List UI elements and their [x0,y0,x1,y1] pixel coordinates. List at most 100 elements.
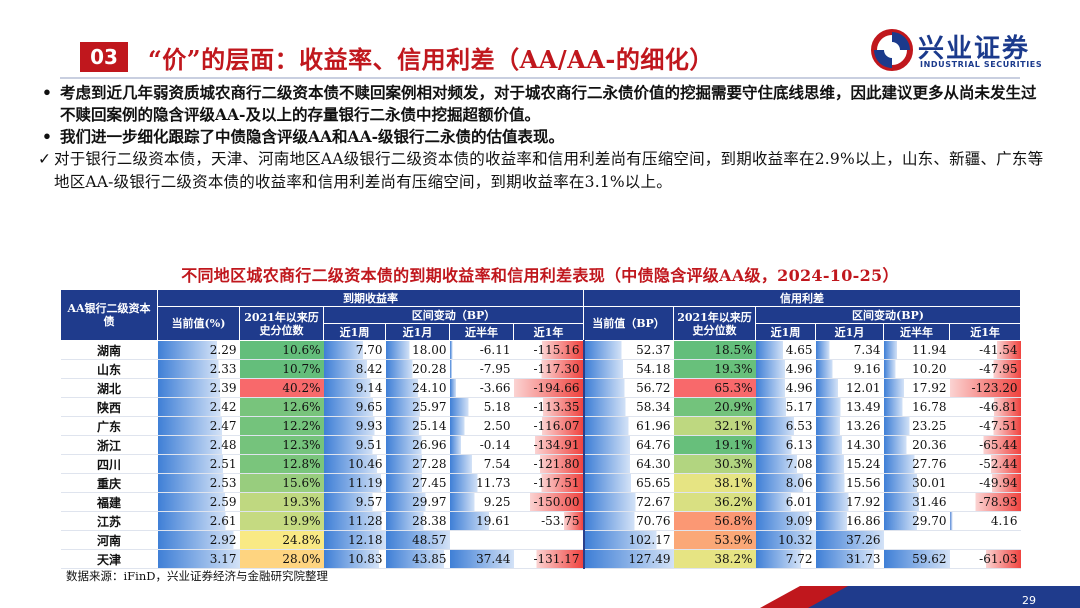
cell-spread-1w: 4.96 [755,378,816,398]
cell-ytm-1m: 29.97 [385,492,450,512]
table-row: 山东 2.33 10.7% 8.42 20.28 -7.95 -117.30 54.18 19.… [60,359,1021,379]
cell-spread-1w: 6.53 [755,416,816,436]
cell-spread-1y [949,530,1021,550]
col-header-1m: 近1月 [385,323,450,341]
yield-spread-table: AA银行二级资本债 到期收益率 信用利差 当前值(%) 2021年以来历史分位数… [60,289,1022,569]
cell-ytm-6m: 37.44 [449,549,514,569]
cell-ytm-1m: 18.00 [385,340,450,360]
cell-spread-1m: 13.26 [815,416,884,436]
cell-spread-1w: 7.08 [755,454,816,474]
cell-spread-6m: 59.62 [883,549,950,569]
row-region-label: 江苏 [60,511,158,531]
cell-spread-1m: 9.16 [815,359,884,379]
cell-spread-1w: 7.72 [755,549,816,569]
cell-spread-6m: 20.36 [883,435,950,455]
cell-spread-6m: 27.76 [883,454,950,474]
cell-spread-1y: -41.54 [949,340,1021,360]
cell-ytm-1w: 9.93 [323,416,386,436]
cell-ytm-6m: -3.66 [449,378,514,398]
cell-ytm-current: 2.59 [157,492,240,512]
cell-spread-1y: -52.44 [949,454,1021,474]
footer-decoration [760,586,1080,608]
cell-ytm-1m: 27.28 [385,454,450,474]
cell-spread-6m: 31.46 [883,492,950,512]
table-corner-header: AA银行二级资本债 [60,289,158,341]
cell-ytm-percentile: 40.2% [239,378,324,398]
cell-ytm-1m: 26.96 [385,435,450,455]
cell-ytm-1w: 10.46 [323,454,386,474]
cell-ytm-1y: -117.30 [513,359,584,379]
cell-spread-current: 58.34 [582,397,674,417]
cell-spread-6m: 17.92 [883,378,950,398]
cell-spread-percentile: 19.1% [673,435,756,455]
cell-ytm-percentile: 12.6% [239,397,324,417]
cell-spread-1m: 15.24 [815,454,884,474]
table-row: 湖北 2.39 40.2% 9.14 24.10 -3.66 -194.66 56.72 65.… [60,378,1021,398]
cell-ytm-1y: -117.51 [513,473,584,493]
cell-spread-current: 61.96 [582,416,674,436]
table-row: 重庆 2.53 15.6% 11.19 27.45 11.73 -117.51 65.65 38… [60,473,1021,493]
cell-ytm-1w: 7.70 [323,340,386,360]
bullet-marker: • [42,83,52,102]
cell-ytm-current: 2.47 [157,416,240,436]
col-header-1m: 近1月 [815,323,884,341]
cell-ytm-6m: 2.50 [449,416,514,436]
check-item: ✓ 对于银行二级资本债，天津、河南地区AA级银行二级资本债的收益率和信用利差尚有压… [38,148,1048,194]
cell-spread-1y: -47.95 [949,359,1021,379]
cell-ytm-current: 2.42 [157,397,240,417]
cell-spread-current: 56.72 [582,378,674,398]
cell-ytm-current: 3.17 [157,549,240,569]
cell-spread-current: 127.49 [582,549,674,569]
row-region-label: 浙江 [60,435,158,455]
cell-ytm-percentile: 19.9% [239,511,324,531]
cell-spread-1m: 15.56 [815,473,884,493]
cell-spread-1y: -49.94 [949,473,1021,493]
cell-spread-1y: -78.93 [949,492,1021,512]
cell-spread-percentile: 65.3% [673,378,756,398]
bullet-item: • 我们进一步细化跟踪了中债隐含评级AA和AA-级银行二永债的估值表现。 [38,126,1048,148]
cell-spread-1y: -47.51 [949,416,1021,436]
section-number-box: 03 [80,42,128,72]
table-row: 四川 2.51 12.8% 10.46 27.28 7.54 -121.80 64.30 30.… [60,454,1021,474]
cell-ytm-1m: 25.97 [385,397,450,417]
col-header-1w: 近1周 [755,323,816,341]
cell-ytm-current: 2.53 [157,473,240,493]
cell-ytm-6m: -6.11 [449,340,514,360]
cell-ytm-current: 2.92 [157,530,240,550]
bullet-marker: • [42,127,52,146]
cell-ytm-6m [449,530,514,550]
cell-spread-1m: 37.26 [815,530,884,550]
cell-ytm-6m: 11.73 [449,473,514,493]
cell-ytm-percentile: 12.3% [239,435,324,455]
logo-text-en: INDUSTRIAL SECURITIES [920,60,1043,69]
row-region-label: 河南 [60,530,158,550]
cell-spread-1w: 4.65 [755,340,816,360]
cell-ytm-percentile: 15.6% [239,473,324,493]
row-region-label: 四川 [60,454,158,474]
cell-spread-1y: -65.44 [949,435,1021,455]
cell-ytm-1m: 20.28 [385,359,450,379]
col-header-1w: 近1周 [323,323,386,341]
table-title: 不同地区城农商行二级资本债的到期收益率和信用利差表现（中债隐含评级AA级，202… [181,266,899,285]
cell-ytm-1w: 9.65 [323,397,386,417]
table-row: 天津 3.17 28.0% 10.83 43.85 37.44 -131.17 127.49 3… [60,549,1021,569]
row-region-label: 山东 [60,359,158,379]
row-region-label: 陕西 [60,397,158,417]
table-row: 福建 2.59 19.3% 9.57 29.97 9.25 -150.00 72.67 36.2… [60,492,1021,512]
cell-ytm-1w: 9.51 [323,435,386,455]
cell-ytm-1y: -134.91 [513,435,584,455]
cell-spread-6m: 11.94 [883,340,950,360]
table-row: 河南 2.92 24.8% 12.18 48.57 102.17 53.9% 10.32 37.… [60,530,1021,550]
cell-spread-1y: -46.81 [949,397,1021,417]
cell-ytm-1y: -113.35 [513,397,584,417]
cell-ytm-1w: 12.18 [323,530,386,550]
cell-spread-current: 64.30 [582,454,674,474]
cell-ytm-percentile: 24.8% [239,530,324,550]
cell-spread-6m: 16.78 [883,397,950,417]
cell-spread-1w: 8.06 [755,473,816,493]
company-logo: 兴业证券 INDUSTRIAL SECURITIES [870,26,1060,74]
page-title: “价”的层面：收益率、信用利差（AA/AA-的细化） [148,45,714,74]
cell-ytm-1y: -116.07 [513,416,584,436]
cell-ytm-current: 2.51 [157,454,240,474]
cell-ytm-6m: -7.95 [449,359,514,379]
